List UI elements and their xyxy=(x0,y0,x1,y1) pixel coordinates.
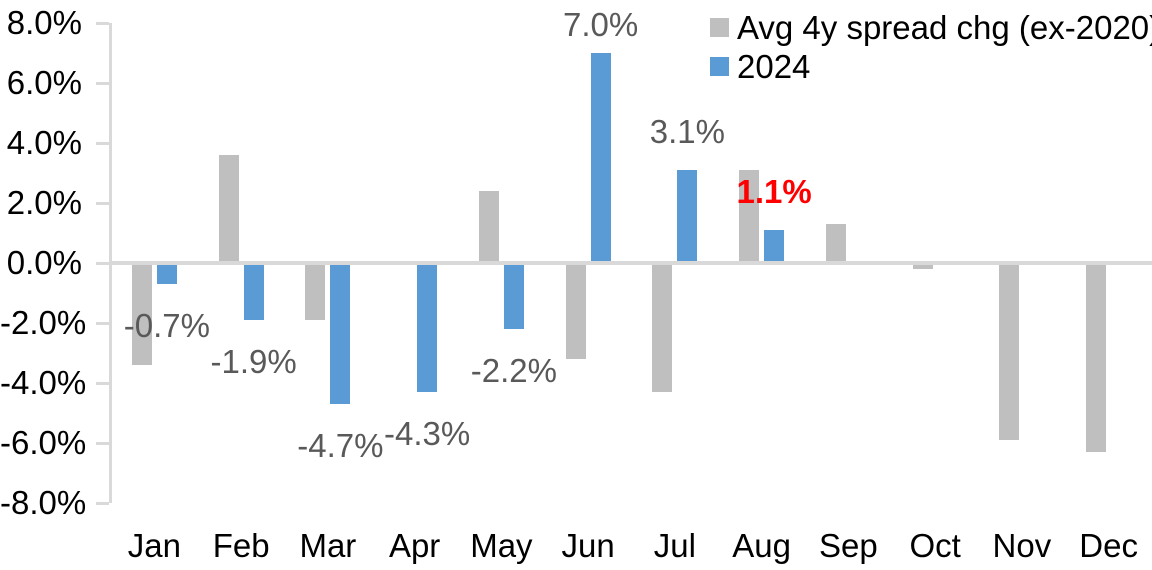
bar-2024-jan xyxy=(156,263,177,284)
avg-4y-bar-sep xyxy=(825,224,846,263)
y-axis-tick-mark xyxy=(96,142,109,145)
legend-label-2024: 2024 xyxy=(737,47,811,85)
avg-4y-bar-jun xyxy=(565,263,586,359)
y-axis-tick-label: 4.0% xyxy=(6,124,82,161)
bar-2024-jul xyxy=(677,170,698,263)
y-axis-tick-mark xyxy=(96,382,109,385)
avg-4y-bar-nov xyxy=(999,263,1020,440)
bar-2024-jun xyxy=(590,53,611,263)
y-axis-tick-label: -8.0% xyxy=(0,484,87,521)
bar-2024-aug xyxy=(764,230,785,263)
legend-label-avg-4y-spread: Avg 4y spread chg (ex-2020) xyxy=(737,8,1152,46)
data-label-jun: 7.0% xyxy=(563,6,639,43)
avg-4y-bar-jul xyxy=(652,263,673,392)
y-axis-tick-mark xyxy=(96,322,109,325)
data-label-apr: -4.3% xyxy=(384,415,471,452)
avg-4y-bar-oct xyxy=(912,263,933,269)
x-axis-label-jun: Jun xyxy=(561,527,615,564)
bar-2024-apr xyxy=(417,263,438,392)
x-axis-label-dec: Dec xyxy=(1079,527,1138,564)
zero-gridline xyxy=(109,261,1152,265)
x-axis-label-jul: Jul xyxy=(653,527,696,564)
avg-4y-bar-feb xyxy=(218,155,239,263)
x-axis-label-oct: Oct xyxy=(909,527,961,564)
data-label-may: -2.2% xyxy=(470,352,557,389)
x-axis-label-nov: Nov xyxy=(992,527,1052,564)
y-axis-tick-mark xyxy=(96,262,109,265)
legend-item-2024: 2024 xyxy=(710,47,1152,86)
data-label-mar: -4.7% xyxy=(297,427,384,464)
x-axis-label-feb: Feb xyxy=(212,527,270,564)
y-axis-tick-label: 6.0% xyxy=(6,64,82,101)
x-axis-label-apr: Apr xyxy=(388,527,441,564)
y-axis-tick-label: -2.0% xyxy=(0,304,87,341)
y-axis-tick-label: -6.0% xyxy=(0,424,87,461)
x-axis-label-jan: Jan xyxy=(127,527,181,564)
blue-series-swatch-icon xyxy=(710,57,729,76)
x-axis-label-mar: Mar xyxy=(299,527,357,564)
y-axis-tick-mark xyxy=(96,22,109,25)
x-axis-label-may: May xyxy=(470,527,533,564)
avg-4y-bar-dec xyxy=(1086,263,1107,452)
y-axis-tick-mark xyxy=(96,502,109,505)
data-label-feb: -1.9% xyxy=(210,343,297,380)
avg-4y-bar-mar xyxy=(305,263,326,320)
y-axis-tick-mark xyxy=(96,442,109,445)
y-axis-tick-label: -4.0% xyxy=(0,364,87,401)
y-axis-tick-label: 8.0% xyxy=(6,4,82,41)
data-label-aug: 1.1% xyxy=(736,173,812,210)
x-axis-label-sep: Sep xyxy=(819,527,878,564)
y-axis-tick-label: 0.0% xyxy=(6,244,82,281)
data-label-jul: 3.1% xyxy=(649,113,725,150)
legend-item-avg-4y-spread: Avg 4y spread chg (ex-2020) xyxy=(710,8,1152,47)
legend: Avg 4y spread chg (ex-2020) 2024 xyxy=(710,8,1152,86)
bar-2024-mar xyxy=(330,263,351,404)
x-axis-label-aug: Aug xyxy=(732,527,791,564)
avg-4y-bar-may xyxy=(478,191,499,263)
data-label-jan: -0.7% xyxy=(123,307,210,344)
gray-series-swatch-icon xyxy=(710,18,729,37)
avg-4y-bar-jan xyxy=(131,263,152,365)
y-axis-tick-mark xyxy=(96,82,109,85)
y-axis-tick-label: 2.0% xyxy=(6,184,82,221)
avg-4y-bar-aug xyxy=(739,170,760,263)
y-axis-tick-mark xyxy=(96,202,109,205)
bar-2024-may xyxy=(503,263,524,329)
bar-2024-feb xyxy=(243,263,264,320)
